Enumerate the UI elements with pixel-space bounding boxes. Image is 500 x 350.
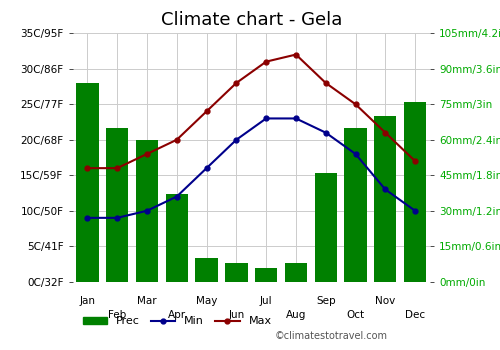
- Bar: [196, 258, 218, 282]
- Text: Aug: Aug: [286, 309, 306, 320]
- Bar: [314, 173, 337, 282]
- Legend: Prec, Min, Max: Prec, Min, Max: [78, 312, 276, 331]
- Text: Dec: Dec: [405, 309, 425, 320]
- Text: ©climatestotravel.com: ©climatestotravel.com: [275, 331, 388, 341]
- Text: Feb: Feb: [108, 309, 126, 320]
- Text: Jan: Jan: [80, 296, 96, 306]
- Bar: [106, 128, 128, 282]
- Bar: [255, 267, 278, 282]
- Text: May: May: [196, 296, 217, 306]
- Bar: [136, 140, 158, 282]
- Bar: [166, 194, 188, 282]
- Bar: [374, 116, 396, 282]
- Text: Oct: Oct: [346, 309, 364, 320]
- Text: Sep: Sep: [316, 296, 336, 306]
- Text: Apr: Apr: [168, 309, 186, 320]
- Text: Jul: Jul: [260, 296, 272, 306]
- Bar: [344, 128, 366, 282]
- Text: Mar: Mar: [137, 296, 157, 306]
- Bar: [225, 263, 248, 282]
- Text: Jun: Jun: [228, 309, 244, 320]
- Bar: [404, 102, 426, 282]
- Text: Nov: Nov: [375, 296, 396, 306]
- Title: Climate chart - Gela: Climate chart - Gela: [160, 11, 342, 29]
- Bar: [76, 83, 98, 282]
- Bar: [285, 263, 307, 282]
